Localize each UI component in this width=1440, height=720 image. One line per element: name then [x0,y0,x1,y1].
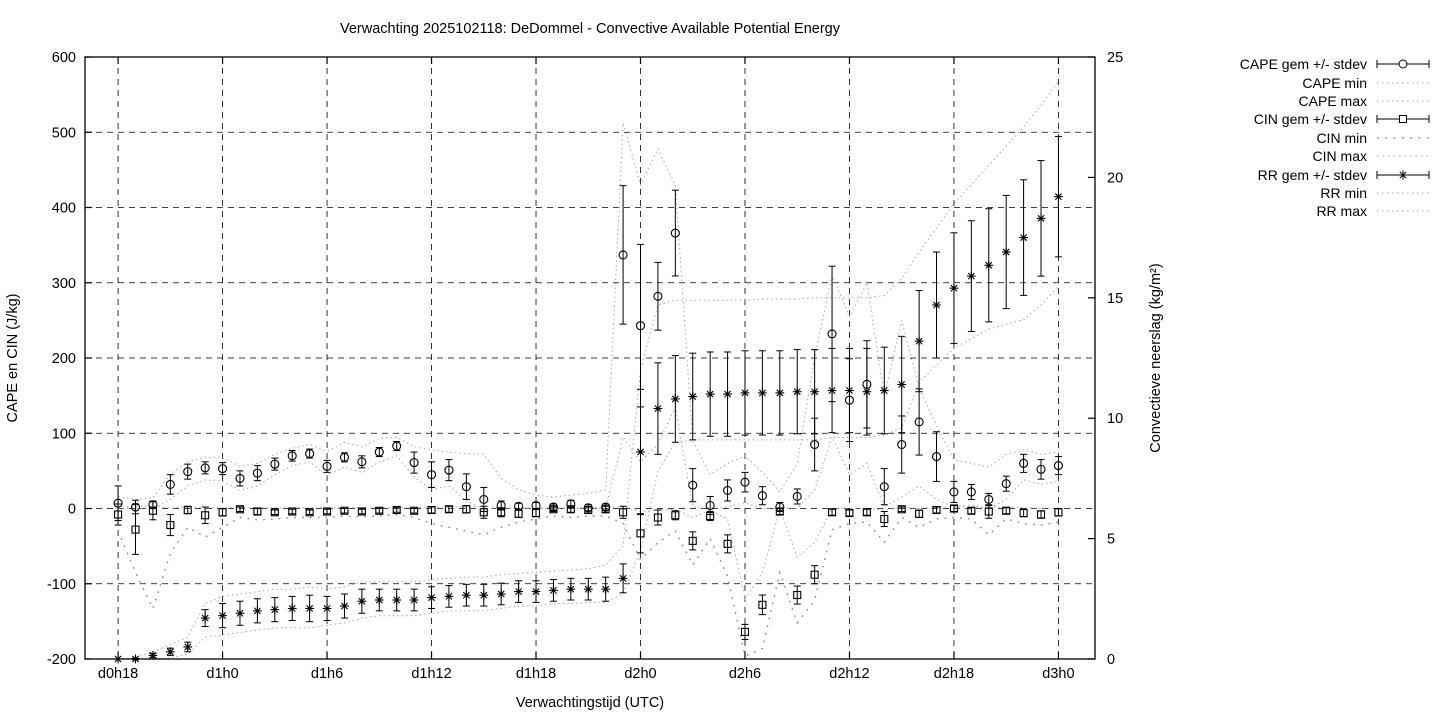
legend-label: CIN min [1316,129,1367,146]
y1-tick-label: 600 [52,50,76,66]
series-square [114,501,1063,640]
legend-entry-cin-max: CIN max [1240,147,1432,165]
legend-entry-cape-min: CAPE min [1240,73,1432,91]
legend-entry-rr-max: RR max [1240,202,1432,220]
x-tick-label: d2h0 [624,666,656,682]
x-tick-label: d1h6 [311,666,343,682]
envelope-line [118,405,1059,510]
legend-entry-rr-gem: RR gem +/- stdev [1240,165,1432,183]
legend-label: RR min [1320,184,1367,201]
y1-tick-label: 0 [68,502,76,518]
legend-entry-cape-gem: CAPE gem +/- stdev [1240,55,1432,73]
dotted-line-sample-icon [1377,100,1429,102]
y1-tick-label: -200 [47,652,76,668]
dotted-line-sample-icon [1377,192,1429,194]
errorbar-star-sample-icon [1376,170,1430,180]
legend-label: CIN max [1312,148,1367,165]
errorbar-circle-sample-icon [1376,59,1430,69]
envelope-line [118,285,1059,660]
axes [84,56,1096,660]
y1-tick-label: 500 [52,125,76,141]
envelope-line [118,123,1059,501]
x-tick-label: d1h0 [206,666,238,682]
y1-tick-label: 100 [52,426,76,442]
dotted-line-sample-icon [1377,82,1429,84]
sparse-dotted-line-sample-icon [1377,137,1429,139]
legend-entry-cin-min: CIN min [1240,129,1432,147]
y2-tick-label: 25 [1107,50,1123,66]
y2-tick-label: 5 [1107,532,1115,548]
legend-label: CAPE max [1298,92,1367,109]
tick-labels: d0h18 d1h0 d1h6 d1h12 d1h18 d2h0 d2h6 d2h12 d2h1… [47,50,1123,682]
dotted-line-sample-icon [1377,210,1429,212]
legend-entry-rr-min: RR min [1240,184,1432,202]
y2-tick-label: 10 [1107,411,1123,427]
x-tick-label: d2h18 [934,666,974,682]
legend-entry-cin-gem: CIN gem +/- stdev [1240,110,1432,128]
x-tick-label: d2h12 [829,666,869,682]
legend-entry-cape-max: CAPE max [1240,92,1432,110]
y1-tick-label: 200 [52,351,76,367]
x-tick-label: d0h18 [98,666,138,682]
x-tick-label: d1h18 [516,666,556,682]
legend: CAPE gem +/- stdev CAPE min CAPE max CIN… [1240,55,1432,221]
y1-tick-label: 300 [52,276,76,292]
legend-label: CAPE min [1302,74,1367,91]
x-tick-label: d3h0 [1042,666,1074,682]
series-star [113,135,1063,664]
y1-tick-label: 400 [52,201,76,217]
legend-label: RR max [1316,203,1367,220]
series-circle [113,185,1063,522]
y2-tick-label: 20 [1107,170,1123,186]
y-axis-label-left: CAPE en CIN (J/kg) [5,294,21,423]
legend-label: RR gem +/- stdev [1257,166,1367,183]
envelope-line [118,80,1059,660]
errorbar-square-sample-icon [1376,115,1430,124]
legend-label: CIN gem +/- stdev [1253,111,1367,128]
x-tick-label: d1h12 [411,666,451,682]
x-axis-label: Verwachtingstijd (UTC) [516,695,664,711]
minmax-envelopes [117,80,1059,660]
y2-tick-label: 15 [1107,291,1123,307]
legend-label: CAPE gem +/- stdev [1239,56,1367,73]
dotted-line-sample-icon [1377,155,1429,157]
y1-tick-label: -100 [47,577,76,593]
x-tick-label: d2h6 [729,666,761,682]
y2-tick-label: 0 [1107,652,1115,668]
y-axis-label-right: Convectieve neerslag (kg/m²) [1148,263,1164,452]
chart-title: Verwachting 2025102118: DeDommel - Conve… [340,21,841,37]
